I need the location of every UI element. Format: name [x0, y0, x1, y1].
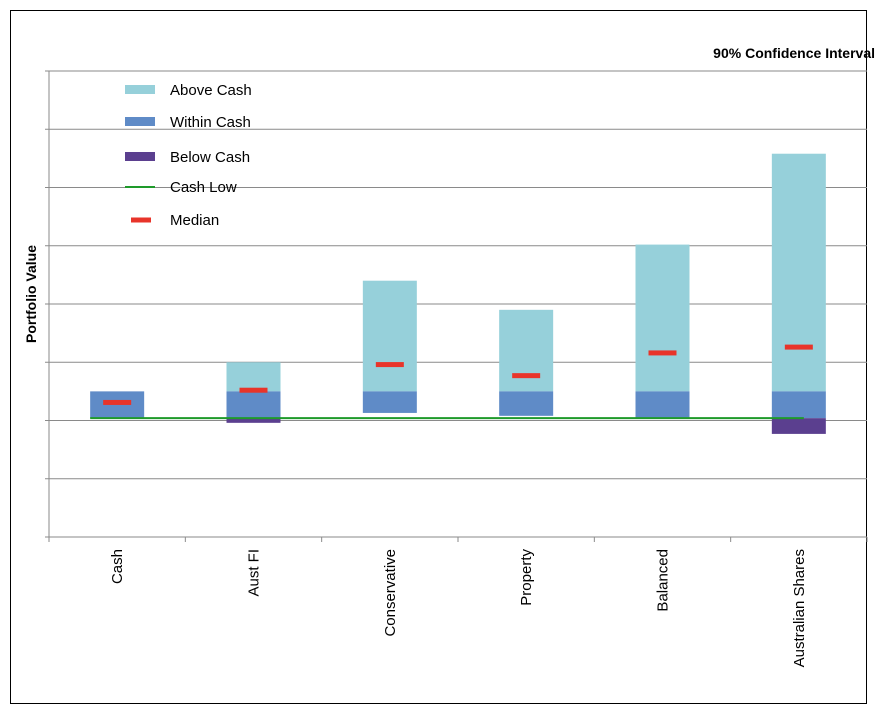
median-marker	[239, 387, 268, 393]
legend-label: Median	[170, 212, 219, 229]
x-tick-label: Balanced	[655, 549, 672, 612]
bar-above-cash	[226, 362, 281, 392]
bar-within-cash	[499, 391, 554, 416]
bar-below-cash	[226, 418, 281, 423]
x-tick-label: Property	[518, 549, 535, 606]
bar-within-cash	[362, 391, 417, 413]
y-axis-label: Portfolio Value	[23, 245, 39, 343]
legend-swatch	[125, 85, 155, 94]
x-tick-label: Cash	[109, 549, 126, 584]
legend-swatch	[125, 152, 155, 161]
legend-label: Cash Low	[170, 179, 237, 196]
median-marker	[648, 350, 677, 356]
chart-title: 90% Confidence Interval	[713, 45, 875, 61]
bar-within-cash	[771, 391, 826, 419]
x-tick-label: Conservative	[382, 549, 399, 637]
x-tick-label: Aust FI	[246, 549, 263, 597]
legend-label: Below Cash	[170, 149, 250, 166]
legend: Above Cash Within Cash Below Cash Cash Low M…	[125, 82, 252, 229]
legend-label: Above Cash	[170, 82, 252, 99]
bar-above-cash	[635, 244, 690, 392]
bars	[90, 153, 826, 434]
median-marker	[375, 362, 404, 368]
chart-border	[10, 10, 867, 704]
median-markers	[103, 344, 813, 405]
grid-lines	[49, 70, 867, 480]
median-marker	[103, 399, 132, 405]
median-marker	[784, 344, 813, 350]
median-marker	[512, 373, 541, 379]
legend-swatch	[131, 217, 151, 223]
bar-below-cash	[771, 418, 826, 434]
category-labels: Cash Aust FI Conservative Property Balanced A…	[109, 549, 808, 668]
bar-above-cash	[499, 309, 554, 392]
bar-above-cash	[771, 153, 826, 392]
axes	[45, 70, 868, 542]
bar-within-cash	[226, 391, 281, 419]
x-tick-label: Australian Shares	[791, 549, 808, 667]
bar-within-cash	[635, 391, 690, 419]
bar-above-cash	[362, 280, 417, 392]
legend-swatch	[125, 117, 155, 126]
legend-label: Within Cash	[170, 114, 251, 131]
